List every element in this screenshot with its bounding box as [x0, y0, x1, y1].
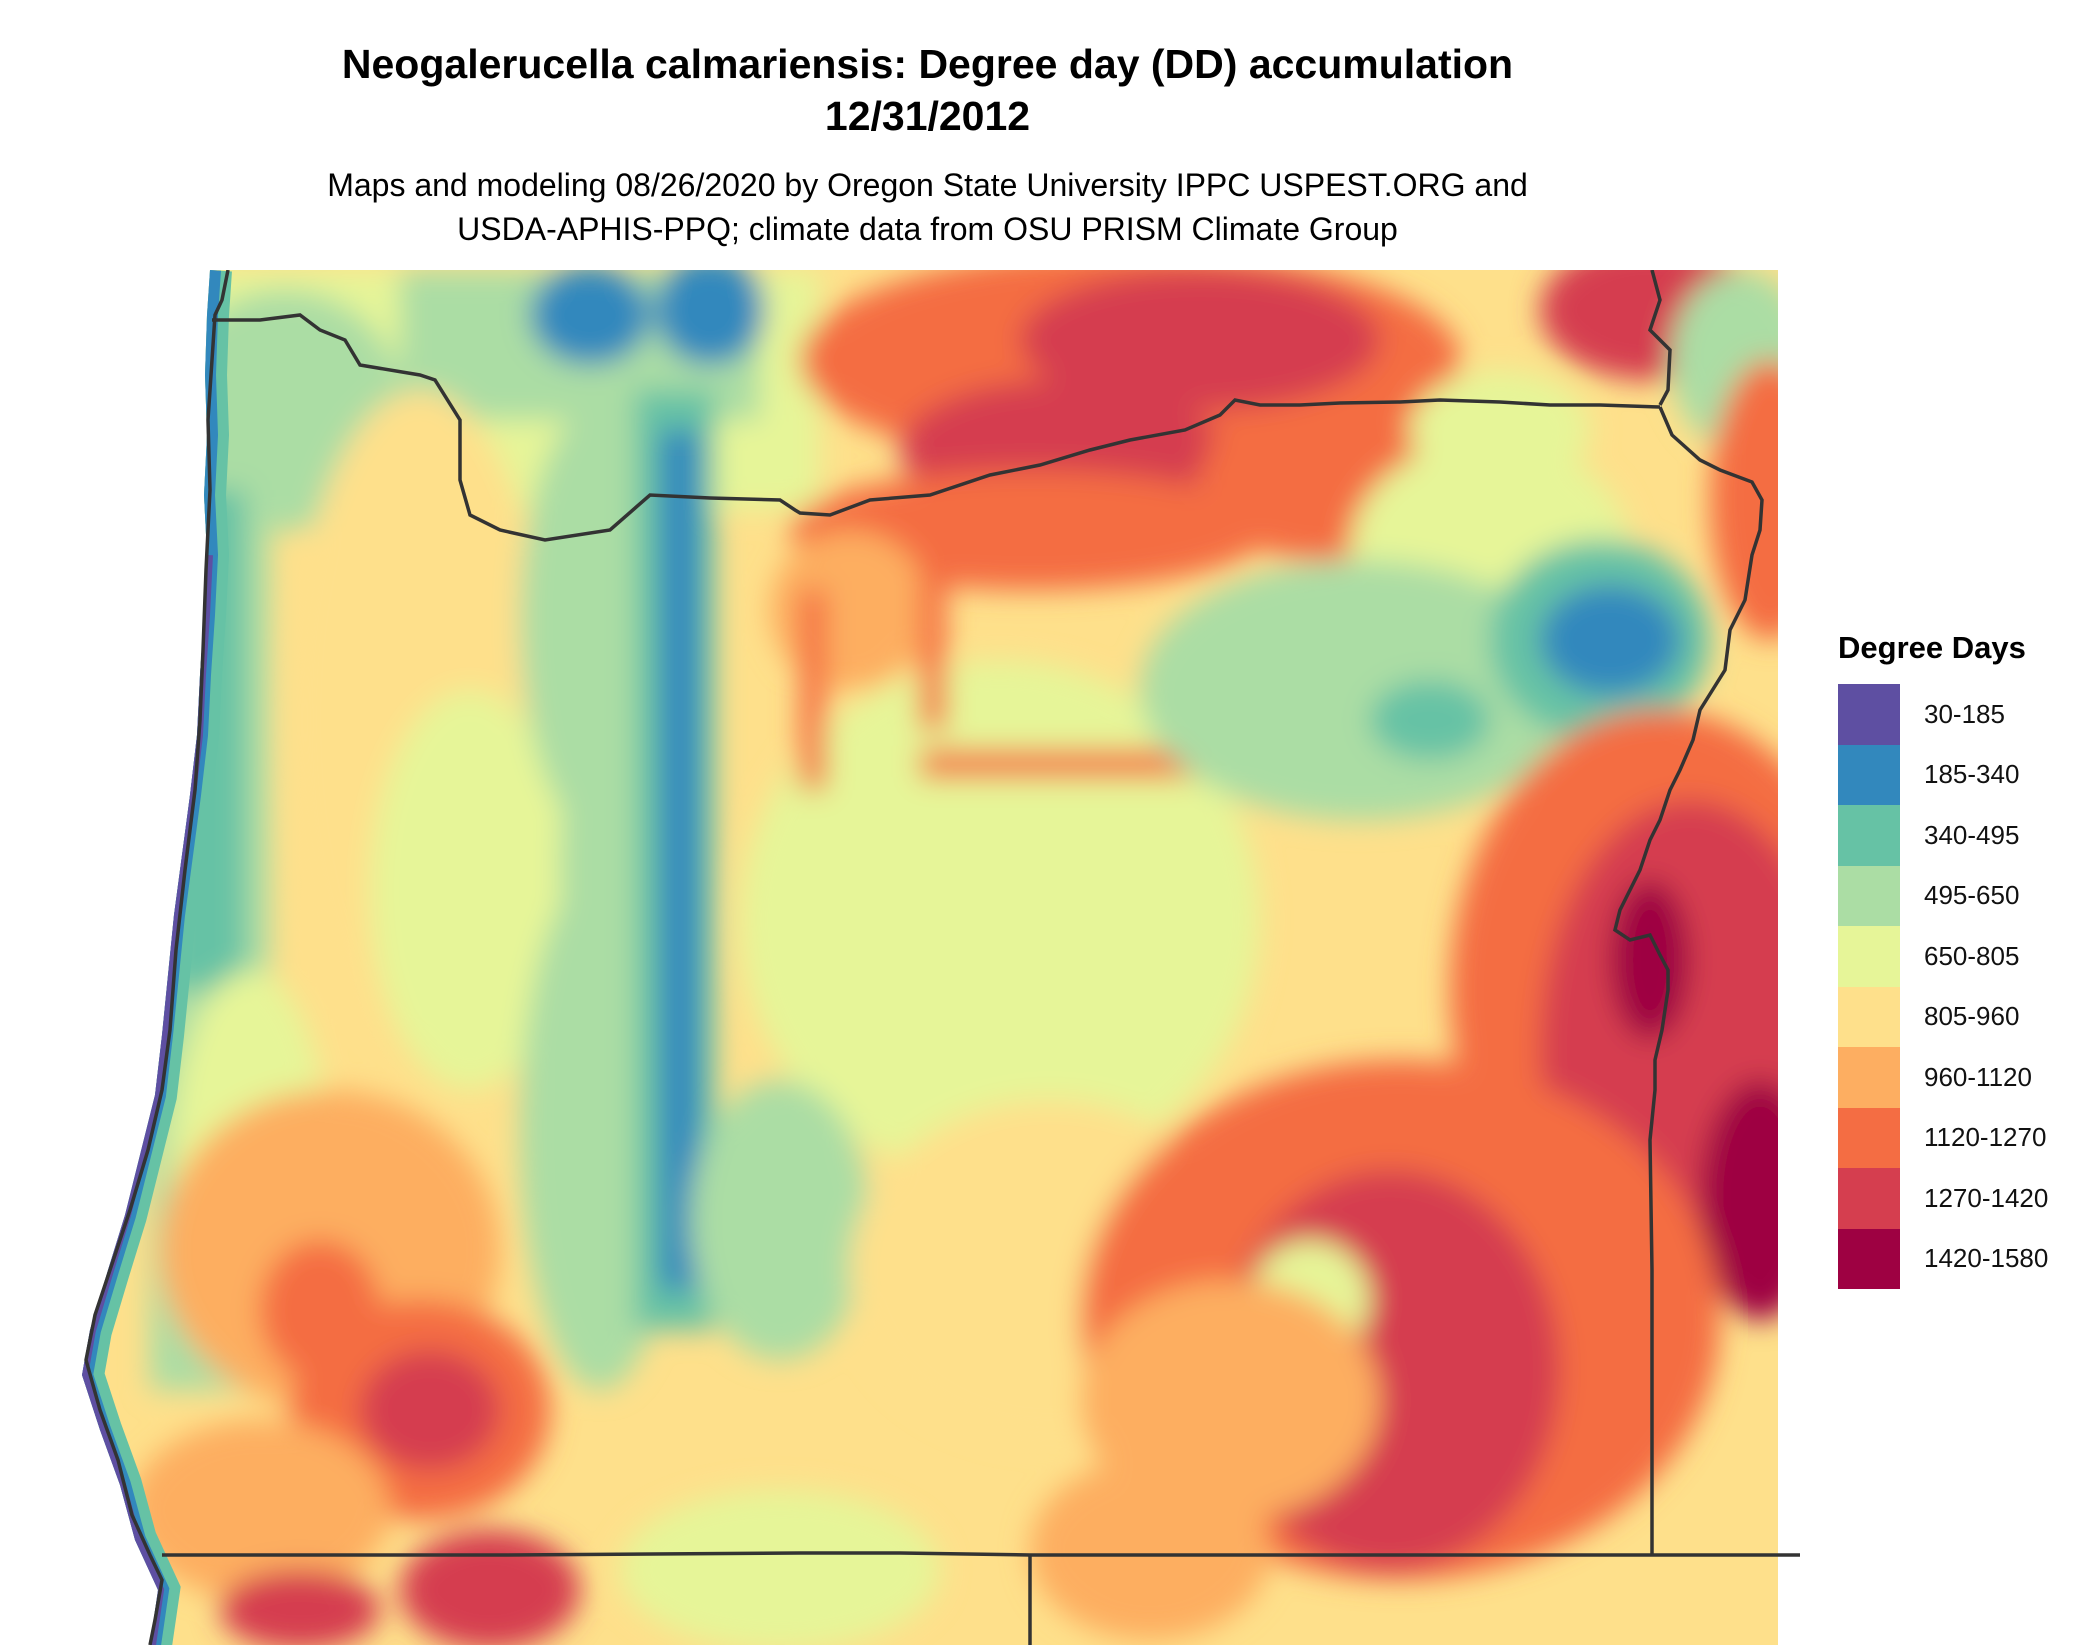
legend-swatch: [1838, 986, 1900, 1047]
map-subtitle-line1: Maps and modeling 08/26/2020 by Oregon S…: [327, 167, 1528, 203]
legend-swatch: [1838, 805, 1900, 866]
legend-item: 1120-1270: [1838, 1107, 2048, 1168]
legend-item: 30-185: [1838, 684, 2048, 745]
legend-swatch: [1838, 926, 1900, 987]
map-title-line1: Neogalerucella calmariensis: Degree day …: [341, 41, 1514, 87]
map-title: Neogalerucella calmariensis: Degree day …: [0, 38, 1855, 142]
legend-swatch: [1838, 684, 1900, 745]
legend-label: 340-495: [1924, 819, 2020, 850]
legend-swatch: [1838, 865, 1900, 926]
legend-swatch: [1838, 1107, 1900, 1168]
legend-item: 1270-1420: [1838, 1168, 2048, 1229]
legend-label: 185-340: [1924, 759, 2020, 790]
legend-label: 1120-1270: [1924, 1122, 2047, 1153]
legend-swatch: [1838, 744, 1900, 805]
degree-day-raster: [82, 270, 1778, 1645]
legend-items: 30-185 185-340 340-495 495-650 650-805 805-96…: [1838, 684, 2048, 1289]
legend-swatch: [1838, 1047, 1900, 1108]
map-subtitle: Maps and modeling 08/26/2020 by Oregon S…: [0, 163, 1855, 251]
legend-label: 960-1120: [1924, 1061, 2032, 1092]
legend-label: 805-960: [1924, 1001, 2020, 1032]
legend-label: 495-650: [1924, 880, 2020, 911]
columbia-river-boundary: [212, 313, 1661, 542]
legend-item: 650-805: [1838, 926, 2048, 987]
state-boundaries: [84, 270, 1800, 1645]
map-title-date: 12/31/2012: [824, 93, 1031, 139]
legend-item: 340-495: [1838, 805, 2048, 866]
coastline: [84, 270, 230, 1645]
legend-label: 650-805: [1924, 940, 2020, 971]
legend-item: 960-1120: [1838, 1047, 2048, 1108]
legend-item: 495-650: [1838, 865, 2048, 926]
legend-item: 185-340: [1838, 744, 2048, 805]
map-subtitle-line2: USDA-APHIS-PPQ; climate data from OSU PR…: [457, 211, 1398, 247]
legend-item: 805-960: [1838, 986, 2048, 1047]
snake-river-boundary: [1613, 406, 1764, 1555]
legend-swatch: [1838, 1168, 1900, 1229]
degree-day-map: [82, 270, 1800, 1645]
legend-swatch: [1838, 1228, 1900, 1289]
legend-item: 1420-1580: [1838, 1228, 2049, 1289]
legend-label: 1420-1580: [1924, 1243, 2049, 1274]
legend-title: Degree Days: [1838, 630, 2026, 665]
legend-label: 1270-1420: [1924, 1182, 2049, 1213]
legend-label: 30-185: [1924, 698, 2005, 729]
washington-idaho-boundary: [1647, 270, 1672, 406]
southern-boundary: [162, 1551, 1800, 1557]
legend: Degree Days 30-185 185-340 340-495 495-650 6…: [1838, 628, 2048, 1289]
